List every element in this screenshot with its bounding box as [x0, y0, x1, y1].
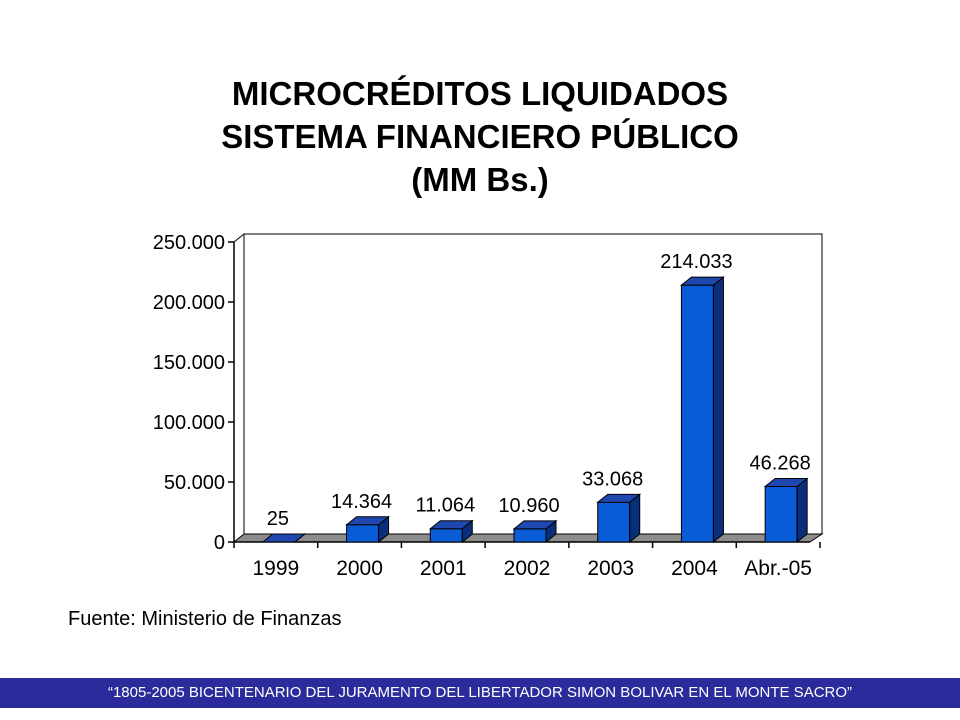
bar-top	[680, 276, 725, 286]
bar-side	[796, 477, 808, 544]
y-tick-label: 250.000	[153, 232, 225, 254]
bar	[513, 528, 547, 543]
x-tick-label: Abr.-05	[744, 557, 812, 580]
x-tick-label: 2004	[671, 557, 718, 580]
bar-top	[428, 520, 474, 530]
title-line-3: (MM Bs.)	[411, 161, 549, 198]
bar-chart: 0 50.000 100.000 150.000 200.000 250.000 25 199…	[153, 232, 824, 580]
bar-top	[345, 516, 390, 526]
x-tick-label: 2001	[420, 557, 467, 580]
y-tick-label: 0	[214, 532, 225, 554]
bar-top	[763, 477, 809, 487]
title-line-2: SISTEMA FINANCIERO PÚBLICO	[221, 118, 739, 155]
data-label: 33.068	[582, 468, 643, 490]
x-tick-label: 1999	[252, 557, 299, 580]
bar	[597, 501, 631, 543]
plot-frame-corner	[233, 233, 245, 243]
bar-side	[712, 276, 724, 544]
bar-top	[261, 533, 307, 543]
data-label: 46.268	[750, 452, 811, 474]
bar	[764, 485, 798, 543]
data-label: 14.364	[331, 491, 392, 513]
data-label: 11.064	[415, 495, 475, 517]
x-tick-label: 2002	[504, 557, 551, 580]
bar	[346, 524, 380, 543]
data-label: 214.033	[660, 251, 732, 273]
bar-top	[596, 493, 642, 503]
data-label: 25	[267, 508, 289, 530]
y-tick-label: 200.000	[153, 292, 225, 314]
bar	[429, 528, 463, 543]
bar-top	[512, 520, 558, 530]
y-tick-label: 100.000	[153, 412, 225, 434]
bar	[680, 284, 714, 543]
footer-banner: “1805-2005 BICENTENARIO DEL JURAMENTO DE…	[0, 678, 960, 708]
y-tick-label: 50.000	[164, 472, 225, 494]
source-note: Fuente: Ministerio de Finanzas	[68, 608, 342, 630]
x-tick-label: 2003	[587, 557, 634, 580]
y-tick-label: 150.000	[153, 352, 225, 374]
plot-frame	[243, 233, 823, 535]
data-label: 10.960	[498, 495, 559, 517]
title-line-1: MICROCRÉDITOS LIQUIDADOS	[231, 75, 729, 112]
x-tick-label: 2000	[336, 557, 383, 580]
chart-title: MICROCRÉDITOS LIQUIDADOS SISTEMA FINANCI…	[0, 72, 960, 201]
